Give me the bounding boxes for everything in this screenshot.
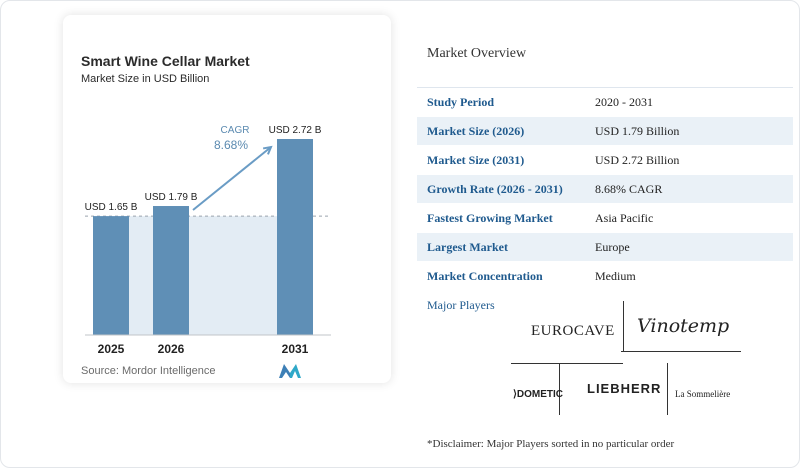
overview-value: 2020 - 2031 [585,87,793,117]
bar-value-label: USD 2.72 B [269,125,322,136]
players-title: Major Players [427,298,495,312]
divider [621,351,741,352]
mordor-logo-icon [279,364,301,378]
bar-chart: USD 1.65 B 2025 USD 1.79 B 2026 USD 2.72 B 20… [85,125,331,356]
vinotemp-logo: Vinotemp [637,315,730,337]
x-tick-label: 2025 [98,342,125,356]
overview-key: Growth Rate (2026 - 2031) [417,174,585,204]
dometic-logo-text: DOMETIC [516,389,564,400]
liebherr-logo: LIEBHERR [587,381,662,396]
dometic-logo: ⟩DOMETIC [513,389,564,400]
bar-2026 [153,206,189,335]
eurocave-logo: EUROCAVE [531,323,615,339]
chart-subtitle: Market Size in USD Billion [81,73,210,85]
overview-row: Fastest Growing Market Asia Pacific [417,203,793,233]
x-tick-label: 2026 [158,342,185,356]
overview-value: USD 1.79 Billion [585,116,793,146]
reference-band [129,216,277,335]
overview-value: Europe [585,232,793,262]
chart-title: Smart Wine Cellar Market [81,53,250,69]
la-sommeliere-logo: La Sommelière [675,389,731,399]
overview-row: Growth Rate (2026 - 2031) 8.68% CAGR [417,174,793,204]
bar-2031 [277,139,313,335]
overview-row: Largest Market Europe [417,232,793,262]
divider [559,363,560,415]
chart-source: Source: Mordor Intelligence [81,365,216,377]
overview-table: Study Period 2020 - 2031 Market Size (2026… [417,87,793,291]
overview-row: Market Size (2031) USD 2.72 Billion [417,145,793,175]
disclaimer: *Disclaimer: Major Players sorted in no … [427,438,675,450]
overview-key: Study Period [417,87,585,117]
overview-key: Fastest Growing Market [417,203,585,233]
x-tick-label: 2031 [282,342,309,356]
overview-key: Market Size (2026) [417,116,585,146]
overview-value: Asia Pacific [585,203,793,233]
cagr-arrow-head [262,145,273,155]
bar-value-label: USD 1.65 B [85,202,138,213]
overview-value: Medium [585,261,793,291]
cagr-label: CAGR [221,125,250,136]
divider [623,301,624,351]
overview-title: Market Overview [427,46,527,61]
cagr-arrow [192,146,272,211]
cagr-value: 8.68% [214,138,248,152]
players-logo-grid: EUROCAVE Vinotemp ⟩DOMETIC LIEBHERR La S… [511,301,741,416]
overview-value: USD 2.72 Billion [585,145,793,175]
overview-key: Market Concentration [417,261,585,291]
divider [511,363,623,364]
overview-key: Market Size (2031) [417,145,585,175]
bar-2025 [93,216,129,335]
bar-value-label: USD 1.79 B [145,192,198,203]
chart-card: Smart Wine Cellar Market Market Size in … [63,15,391,383]
overview-key: Largest Market [417,232,585,262]
overview-value: 8.68% CAGR [585,174,793,204]
overview-row: Study Period 2020 - 2031 [417,87,793,117]
overview-row: Market Size (2026) USD 1.79 Billion [417,116,793,146]
overview-row: Market Concentration Medium [417,261,793,291]
divider [667,363,668,415]
